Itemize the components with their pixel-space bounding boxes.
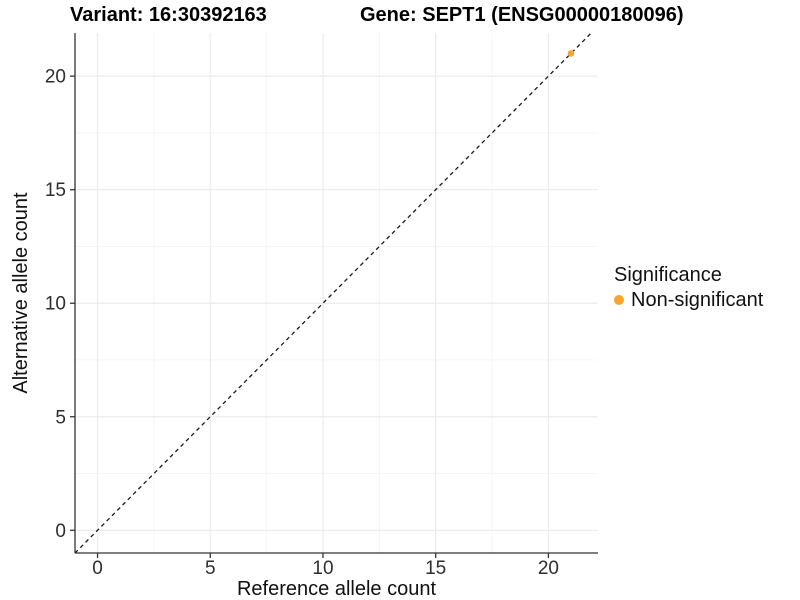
x-tick-label: 15 xyxy=(425,558,446,579)
plot-title-gene: Gene: SEPT1 (ENSG00000180096) xyxy=(360,4,684,26)
x-tick-label: 5 xyxy=(205,558,216,579)
y-tick-label: 10 xyxy=(45,294,66,315)
legend-item-non-significant: Non-significant xyxy=(614,288,763,312)
y-tick-label: 20 xyxy=(45,67,66,88)
plot-title-variant: Variant: 16:30392163 xyxy=(70,4,267,26)
x-tick-label: 10 xyxy=(312,558,333,579)
y-axis-label: Alternative allele count xyxy=(10,192,32,394)
x-tick-label: 0 xyxy=(92,558,103,579)
x-axis-label: Reference allele count xyxy=(236,578,436,600)
legend-item-label: Non-significant xyxy=(631,289,764,311)
legend-title: Significance xyxy=(614,264,722,286)
y-tick-label: 5 xyxy=(55,407,66,428)
y-tick-label: 0 xyxy=(55,521,66,542)
x-tick-label: 20 xyxy=(538,558,559,579)
y-tick-label: 15 xyxy=(45,180,66,201)
legend: Significance Non-significant xyxy=(614,263,763,312)
legend-point-icon xyxy=(614,295,624,305)
identity-dashed-line xyxy=(74,32,592,554)
data-point xyxy=(567,50,575,57)
